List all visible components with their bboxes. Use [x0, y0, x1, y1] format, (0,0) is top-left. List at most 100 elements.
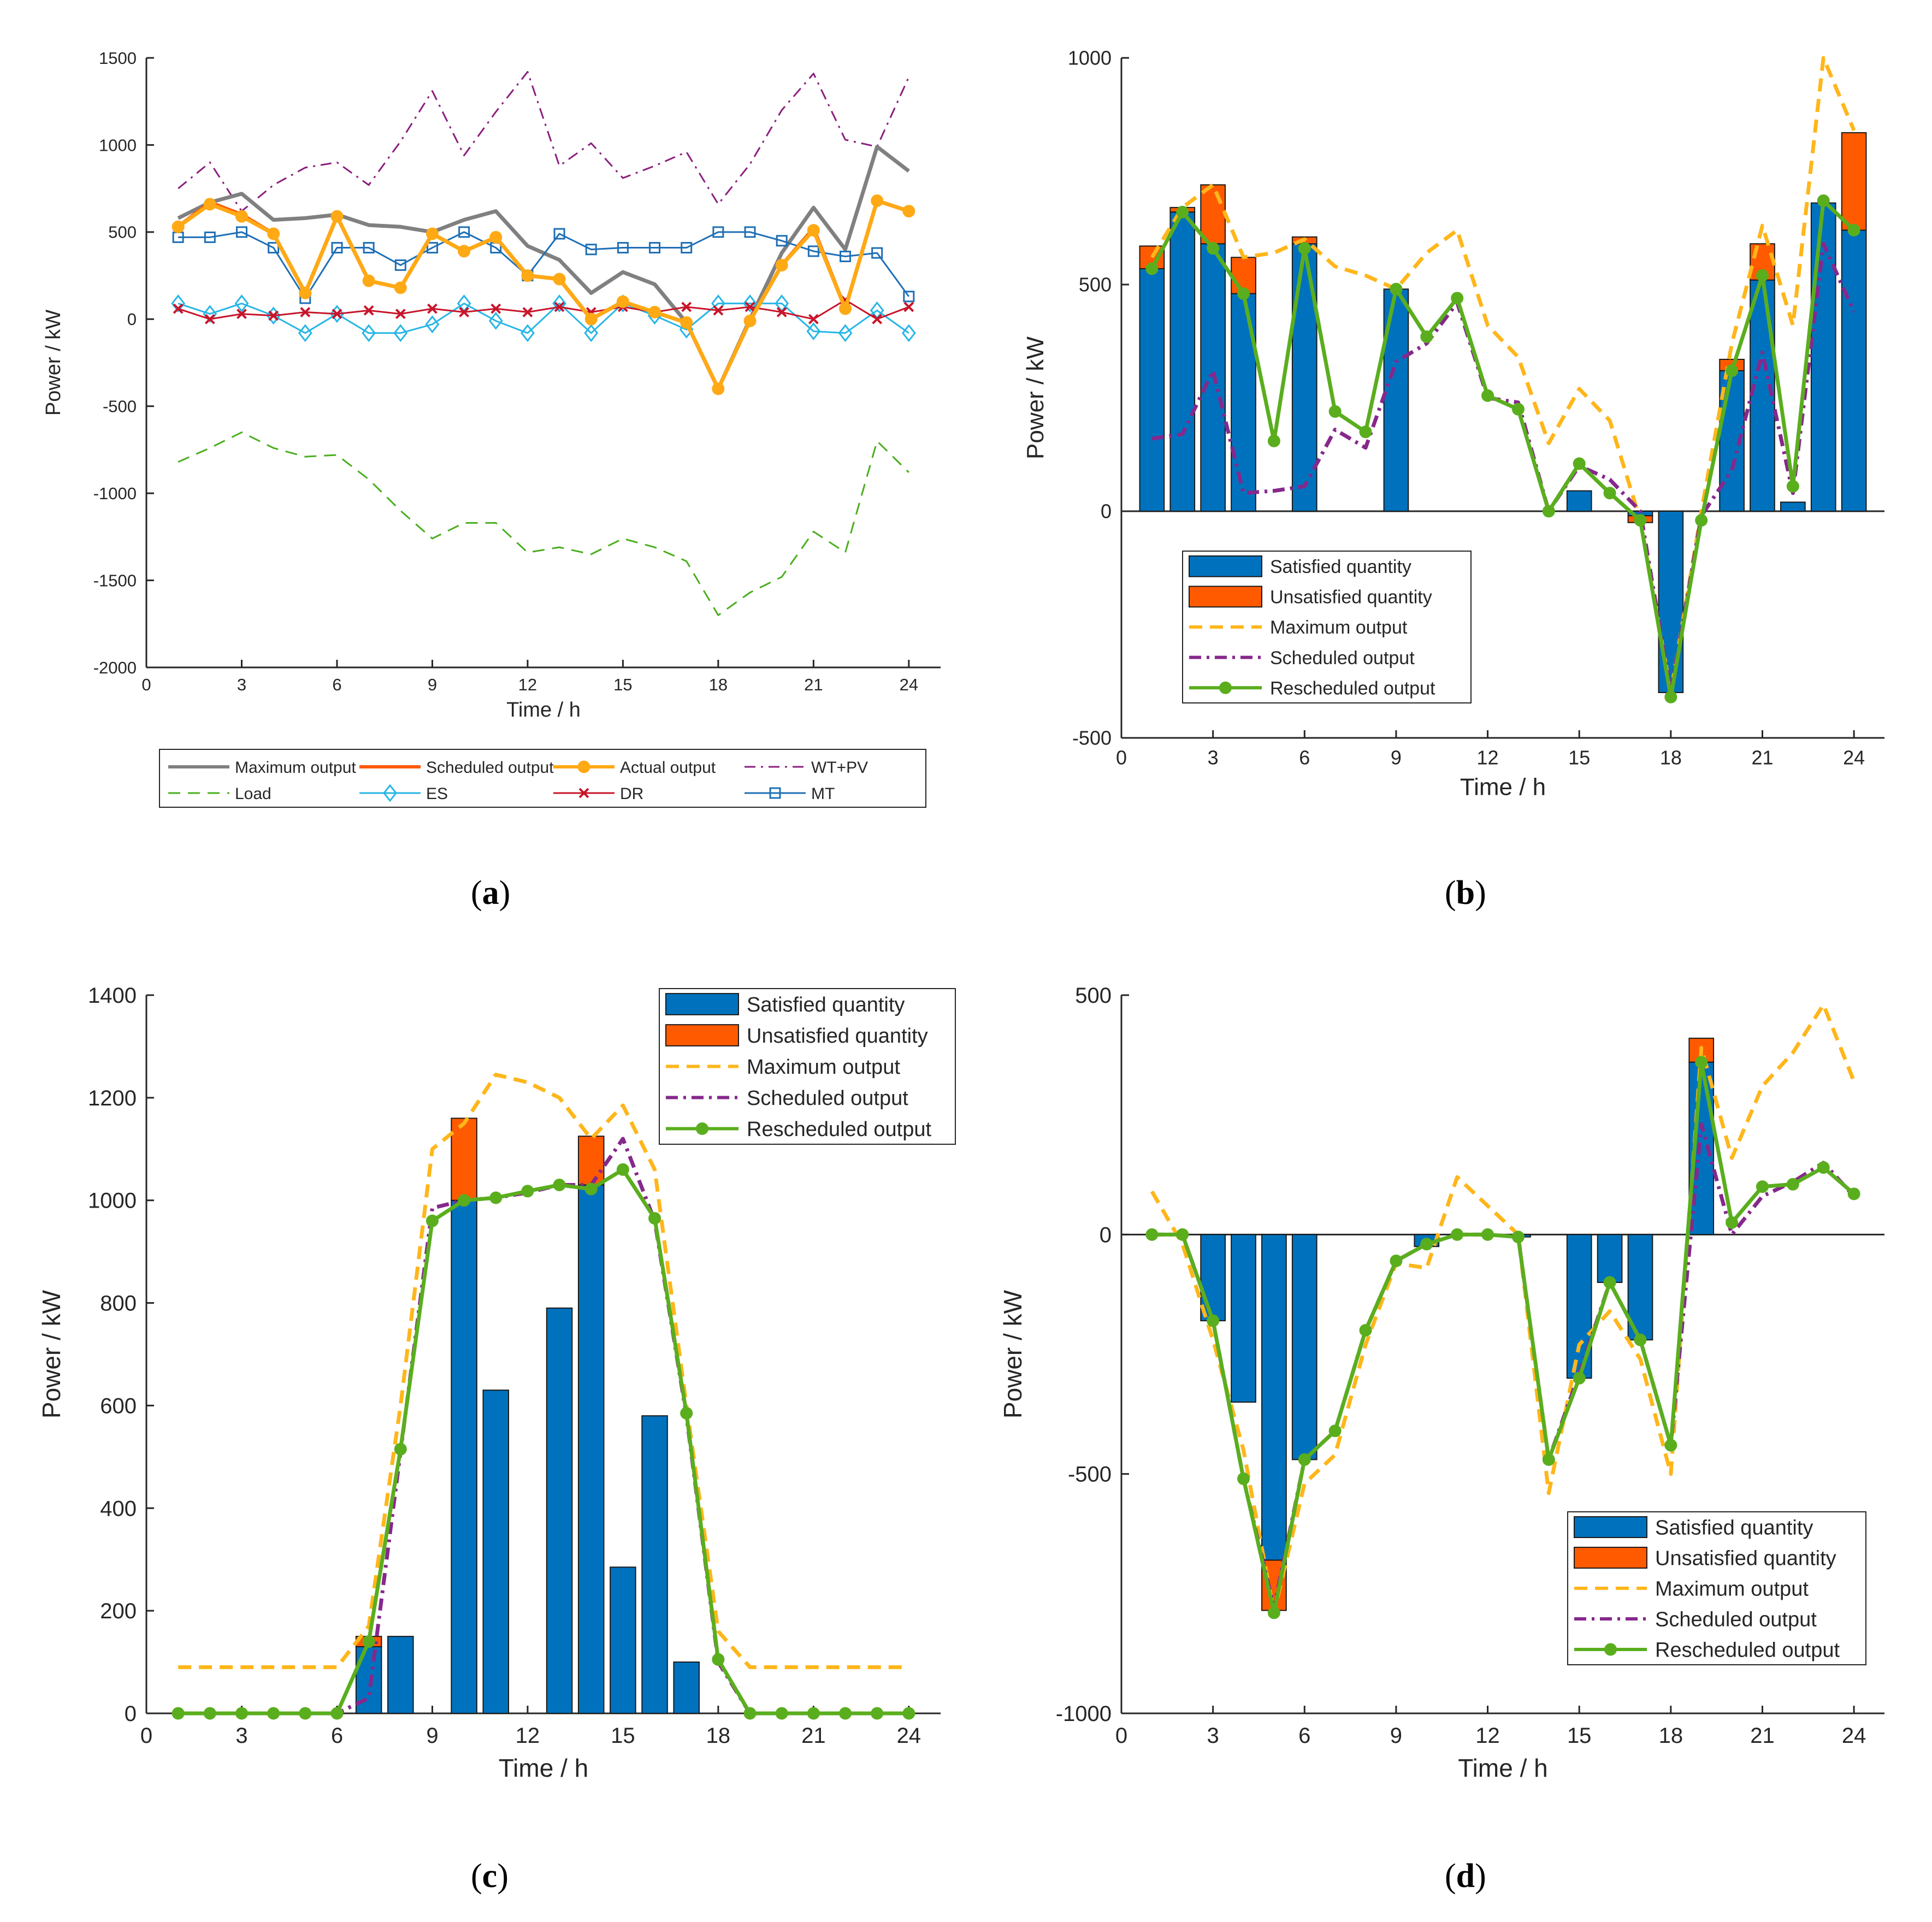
series-line-maximum-output [177, 145, 910, 391]
data-point [743, 1707, 757, 1720]
data-point [1145, 1228, 1159, 1241]
data-point [426, 242, 438, 254]
data-point [1145, 262, 1159, 275]
x-tick-label: 18 [1659, 1724, 1683, 1748]
data-point [871, 247, 883, 259]
data-point [268, 242, 280, 254]
data-point [648, 1212, 661, 1225]
legend-label: Scheduled output [747, 1087, 908, 1110]
legend-label: Unsatisfied quantity [1270, 587, 1432, 608]
data-point [1726, 1216, 1739, 1229]
data-point [1634, 514, 1647, 527]
bar-satisfied [482, 1389, 510, 1714]
bar-satisfied [1566, 490, 1592, 512]
data-point [426, 1214, 439, 1227]
legend-label: Satisfied quantity [1270, 557, 1411, 577]
y-tick-label: -500 [1068, 1463, 1112, 1487]
data-point [838, 324, 853, 342]
bar-satisfied [1291, 1234, 1317, 1460]
caption-d: (d) [1445, 1858, 1486, 1895]
y-axis-label: Power / kW [999, 1290, 1027, 1418]
data-point [616, 1163, 629, 1176]
legend-label: WT+PV [811, 759, 868, 777]
legend: Maximum output Scheduled output Actual out… [159, 749, 926, 808]
data-point [331, 242, 343, 254]
bar-satisfied [1658, 511, 1684, 693]
legend-label: Unsatisfied quantity [1655, 1547, 1836, 1570]
x-tick-label: 6 [332, 675, 341, 694]
x-tick-label: 21 [1751, 747, 1773, 769]
data-point [1481, 1228, 1494, 1241]
series-line-rescheduled-output [178, 1167, 909, 1716]
data-point [1573, 1371, 1586, 1385]
data-point [681, 242, 693, 254]
data-point [584, 312, 598, 326]
x-tick-label: 24 [900, 675, 918, 694]
legend-label: Actual output [620, 759, 716, 777]
data-point [1298, 242, 1311, 255]
data-point [488, 312, 503, 330]
x-tick-label: 6 [1299, 747, 1310, 769]
data-point [203, 1707, 216, 1720]
data-point [903, 301, 914, 312]
data-point [1359, 425, 1372, 439]
bar-satisfied [1597, 1234, 1623, 1283]
data-point [1634, 1333, 1647, 1346]
legend-swatch [1574, 1546, 1647, 1569]
data-point [681, 301, 692, 312]
data-point [363, 242, 375, 254]
data-point [267, 1707, 280, 1720]
y-tick-label: -1000 [1056, 1702, 1112, 1726]
data-point [1603, 1276, 1616, 1289]
y-tick-label: 0 [127, 310, 137, 329]
data-point [1726, 364, 1739, 377]
bar-satisfied [610, 1566, 636, 1714]
data-point [712, 382, 725, 395]
x-tick-label: 15 [611, 1724, 635, 1748]
data-point [743, 314, 757, 327]
series-group [171, 71, 916, 616]
series-line-scheduled-output [1151, 241, 1856, 695]
bar-unsatisfied [451, 1117, 477, 1201]
y-tick-label: 1000 [99, 135, 137, 155]
data-point [363, 305, 374, 316]
legend-label: Satisfied quantity [1655, 1517, 1813, 1540]
data-point [203, 305, 217, 323]
data-point [1786, 480, 1799, 493]
y-tick-label: 1500 [99, 49, 137, 68]
y-tick-label: 400 [100, 1497, 137, 1521]
data-point [395, 309, 406, 320]
legend-label: Scheduled output [1655, 1608, 1817, 1631]
data-point [1817, 194, 1830, 207]
data-point [235, 226, 247, 238]
data-point [1176, 1228, 1189, 1241]
data-point [1756, 1180, 1769, 1193]
data-point [807, 1707, 820, 1720]
series-line-load [178, 431, 909, 616]
caption-c: (c) [471, 1858, 509, 1895]
legend-label: MT [811, 785, 835, 803]
data-point [584, 324, 599, 342]
x-tick-label: 12 [1475, 1724, 1500, 1748]
data-point [172, 220, 185, 233]
data-point [840, 250, 852, 262]
data-point [872, 314, 883, 324]
legend-swatch [1189, 555, 1262, 577]
data-point [553, 1179, 566, 1192]
x-tick-label: 15 [1567, 1724, 1592, 1748]
y-axis-label: Power / kW [42, 310, 65, 416]
legend-label: Unsatisfied quantity [747, 1025, 928, 1048]
caption-a: (a) [471, 874, 511, 912]
x-tick-label: 18 [709, 675, 728, 694]
data-point [521, 1185, 534, 1198]
series-line-wt-pv [178, 71, 910, 212]
data-point [745, 301, 755, 312]
bar-unsatisfied [1841, 132, 1867, 231]
data-point [298, 324, 312, 342]
x-tick-label: 0 [1116, 747, 1127, 769]
data-point [1542, 505, 1555, 518]
x-tick-label: 9 [428, 675, 437, 694]
data-point [522, 307, 533, 317]
legend-label: Maximum output [1655, 1578, 1809, 1601]
data-point [1847, 1187, 1860, 1200]
